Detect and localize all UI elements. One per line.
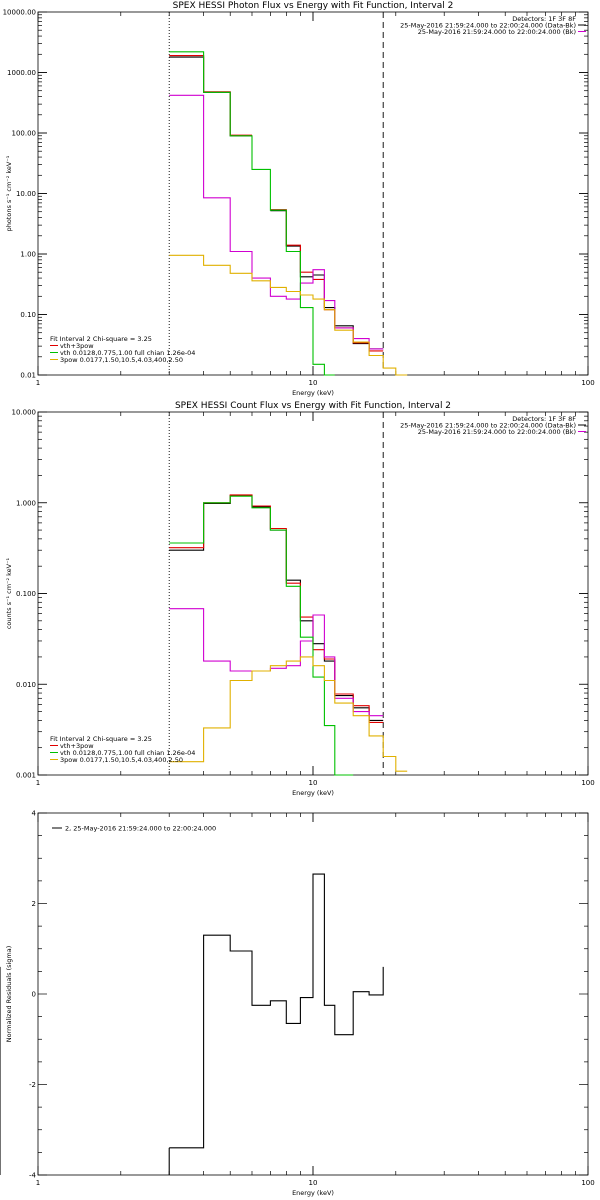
y-tick-label: 100.00 xyxy=(12,130,37,138)
x-tick-label: 1 xyxy=(36,1179,40,1187)
series-yellow-step xyxy=(169,254,408,376)
series-black-step xyxy=(169,873,384,1149)
y-tick-label: 0.001 xyxy=(16,772,36,780)
x-tick-label: 1 xyxy=(36,379,40,387)
y-tick-label: 0.010 xyxy=(16,681,36,689)
header-line: Detectors: 1F 3F 8F xyxy=(512,15,576,23)
y-tick-label: 0.100 xyxy=(16,590,36,598)
series-red-step xyxy=(169,55,384,352)
y-tick-label: 10000.00 xyxy=(3,9,36,17)
y-tick-label: 1.00 xyxy=(20,251,36,259)
x-axis-label: Energy (keV) xyxy=(292,389,334,397)
y-tick-label: 4 xyxy=(32,810,37,818)
y-tick-label: 0 xyxy=(32,991,36,999)
series-yellow-step xyxy=(169,656,408,772)
y-tick-label: -4 xyxy=(29,1172,37,1180)
y-axis-label: photons s⁻¹ cm⁻² keV⁻¹ xyxy=(5,155,13,231)
y-tick-label: 2 xyxy=(32,900,36,908)
y-tick-label: -2 xyxy=(29,1081,36,1089)
x-tick-label: 100 xyxy=(581,779,594,787)
x-tick-label: 1 xyxy=(36,779,40,787)
header-line: 25-May-2016 21:59:24.000 to 22:00:24.000… xyxy=(418,28,576,36)
x-tick-label: 10 xyxy=(309,379,318,387)
series-magenta-step xyxy=(169,94,384,350)
y-tick-label: 10.000 xyxy=(12,409,37,417)
x-tick-label: 10 xyxy=(309,1179,318,1187)
y-tick-label: 0.01 xyxy=(20,372,36,380)
plot-frame xyxy=(37,411,589,776)
fit-summary: Fit Interval 2 Chi-square = 3.25 xyxy=(50,335,152,343)
legend-entry: 3pow 0.0177,1.50,10.5,4.03,400,2.50 xyxy=(60,356,183,364)
x-tick-label: 100 xyxy=(581,1179,594,1187)
series-black-step xyxy=(169,56,384,350)
y-axis-label: Normalized Residuals (sigma) xyxy=(5,946,13,1043)
y-tick-label: 0.10 xyxy=(20,311,36,319)
x-axis-label: Energy (keV) xyxy=(292,789,334,797)
fit-summary: Fit Interval 2 Chi-square = 3.25 xyxy=(50,735,152,743)
legend-entry: vth+3pow xyxy=(60,742,94,750)
y-axis-label: counts s⁻¹ cm⁻² keV⁻¹ xyxy=(5,557,13,629)
header-line: 25-May-2016 21:59:24.000 to 22:00:24.000… xyxy=(418,428,576,436)
series-green-step xyxy=(169,495,354,776)
header-line: Detectors: 1F 3F 8F xyxy=(512,415,576,423)
series-magenta-step xyxy=(169,608,384,717)
series-green-step xyxy=(169,51,335,376)
header-line: 25-May-2016 21:59:24.000 to 22:00:24.000… xyxy=(400,422,576,430)
legend-entry: 3pow 0.0177,1.50,10.5,4.03,400,2.50 xyxy=(60,756,183,764)
x-axis-label: Energy (keV) xyxy=(292,1189,334,1197)
series-black-step xyxy=(169,495,384,721)
legend-entry: vth 0.0128,0.775,1.00 full chian 1.26e-0… xyxy=(60,349,195,357)
y-tick-label: 10.00 xyxy=(16,190,36,198)
y-tick-label: 1.000 xyxy=(16,499,36,507)
chart-title: SPEX HESSI Count Flux vs Energy with Fit… xyxy=(175,401,451,411)
header-line: 25-May-2016 21:59:24.000 to 22:00:24.000… xyxy=(400,22,576,30)
legend-entry: vth+3pow xyxy=(60,342,94,350)
y-tick-label: 1000.00 xyxy=(7,69,36,77)
x-tick-label: 10 xyxy=(309,779,318,787)
legend-entry: vth 0.0128,0.775,1.00 full chian 1.26e-0… xyxy=(60,749,195,757)
residual-legend-label: 2, 25-May-2016 21:59:24.000 to 22:00:24.… xyxy=(65,825,216,833)
x-tick-label: 100 xyxy=(581,379,594,387)
chart-title: SPEX HESSI Photon Flux vs Energy with Fi… xyxy=(173,1,454,11)
